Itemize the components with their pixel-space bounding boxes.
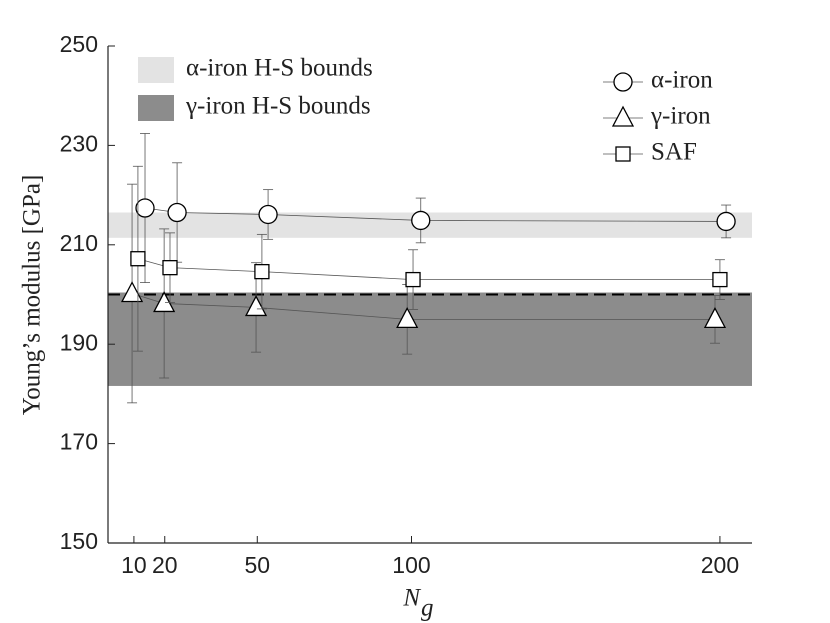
marker-circle [167,202,187,223]
marker-square [130,251,146,267]
marker-circle [258,204,278,225]
y-tick-label: 210 [60,230,98,256]
y-tick-label: 250 [60,31,98,57]
marker-triangle [120,281,144,303]
legend-label: SAF [651,139,697,166]
x-tick-label: 10 [121,552,147,578]
marker-triangle [153,291,176,313]
marker-triangle [611,105,635,127]
legend-label: γ-iron H-S bounds [185,93,371,120]
hs-band [108,212,752,238]
x-tick-label: 100 [392,552,430,578]
y-tick-label: 190 [60,329,98,355]
legend-label: α-iron [651,67,713,94]
marker-square [405,271,421,288]
x-axis-label: N [402,585,421,612]
marker-square [615,146,631,162]
x-tick-label: 20 [152,552,178,578]
marker-square [162,260,178,276]
y-tick-label: 170 [60,429,98,455]
marker-triangle [396,306,419,329]
marker-square [254,263,270,280]
marker-circle [716,211,736,232]
legend-swatch [138,57,174,83]
x-tick-label: 200 [701,552,739,578]
y-tick-label: 230 [60,130,98,156]
marker-square [712,271,728,288]
legend-label: α-iron H-S bounds [186,55,373,82]
legend-swatch [138,95,174,121]
x-tick-label: 50 [244,552,270,578]
marker-triangle [244,295,268,317]
x-axis-label-sub: g [421,595,434,622]
marker-circle [135,198,155,218]
marker-circle [613,72,633,92]
marker-circle [411,210,431,231]
series-line [137,258,720,280]
legend-label: γ-iron [650,103,711,130]
y-axis-label: Young’s modulus [GPa] [19,175,46,416]
y-tick-label: 150 [60,528,98,554]
marker-triangle [703,306,727,329]
hs-band [108,292,752,386]
